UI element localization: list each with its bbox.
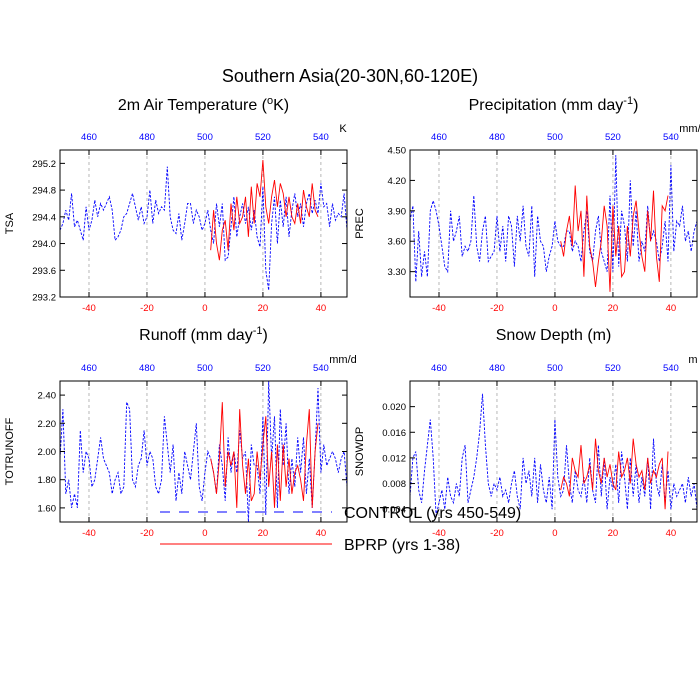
y-tick-label: 294.8 [32,186,56,197]
panel-3: Runoff (mm day-1) mm/d 1.60 1.80 2.00 2.20 2.4… [4,325,357,539]
panel-2: Precipitation (mm day-1) mm/d 3.30 3.60 3.90… [354,95,700,314]
x-tick-label-bottom: -20 [490,528,504,539]
y-axis-label: PREC [354,208,366,239]
plot-frame [59,149,348,298]
y-tick-label: 0.008 [382,479,406,490]
x-tick-label-bottom: 20 [258,303,269,314]
y-tick-label: 293.6 [32,266,56,277]
units-label: mm/d [329,354,357,366]
y-axis-label: TSA [4,212,16,234]
series-bprp-line [560,438,669,510]
x-tick-label-top: 540 [313,132,329,143]
x-tick-label-bottom: 40 [316,528,327,539]
legend-bprp-label: BPRP (yrs 1-38) [344,537,460,554]
x-tick-label-bottom: 40 [316,303,327,314]
series-control-line [59,166,348,291]
x-tick-label-bottom: -40 [432,528,446,539]
legend-control-label: CONTROL (yrs 450-549) [344,505,521,522]
units-label: mm/d [679,123,700,135]
y-tick-label: 3.90 [388,206,407,217]
x-tick-label-top: 520 [605,363,621,374]
x-tick-label-top: 500 [197,132,213,143]
y-tick-label: 3.60 [388,237,407,248]
y-tick-label: 0.012 [382,453,406,464]
x-tick-label-bottom: 0 [552,528,557,539]
series-control-line [409,155,698,282]
y-axis-label: SNOWDP [354,427,366,477]
y-tick-label: 4.50 [388,146,407,157]
x-tick-label-top: 460 [431,363,447,374]
y-tick-label: 294.0 [32,239,56,250]
y-tick-label: 2.20 [38,419,57,430]
y-tick-label: 293.2 [32,293,56,304]
y-tick-label: 0.016 [382,428,406,439]
panel-title: 2m Air Temperature (oK) [118,95,289,114]
figure-title: Southern Asia(20-30N,60-120E) [222,66,478,86]
x-tick-label-bottom: -40 [82,528,96,539]
x-tick-label-top: 540 [663,132,679,143]
x-tick-label-bottom: 20 [608,303,619,314]
x-tick-label-top: 480 [139,363,155,374]
series-control-line [409,393,698,516]
y-tick-label: 0.004 [382,505,406,516]
x-tick-label-bottom: -40 [432,303,446,314]
y-tick-label: 2.40 [38,391,57,402]
y-tick-label: 1.60 [38,503,57,514]
units-label: K [339,123,347,135]
x-tick-label-top: 460 [81,132,97,143]
x-tick-label-top: 500 [547,132,563,143]
x-tick-label-bottom: -20 [490,303,504,314]
series-control-line [59,380,348,523]
panel-title: Precipitation (mm day-1) [469,95,639,114]
series-bprp-line [210,402,319,508]
y-tick-label: 2.00 [38,447,57,458]
y-tick-label: 294.4 [32,212,56,223]
panels: 2m Air Temperature (oK) K 293.2 293.6 294.0 2… [4,95,700,539]
x-tick-label-top: 500 [197,363,213,374]
panel-title: Runoff (mm day-1) [139,325,268,344]
x-tick-label-bottom: 20 [258,528,269,539]
x-tick-label-top: 540 [313,363,329,374]
series-bprp-line [210,159,319,261]
x-tick-label-top: 480 [489,363,505,374]
panel-title: Snow Depth (m) [496,327,612,344]
legend: CONTROL (yrs 450-549) BPRP (yrs 1-38) [160,505,521,554]
x-tick-label-bottom: 0 [552,303,557,314]
x-tick-label-top: 500 [547,363,563,374]
x-tick-label-bottom: 0 [202,303,207,314]
y-tick-label: 1.80 [38,475,57,486]
units-label: m [688,354,697,366]
x-tick-label-top: 460 [431,132,447,143]
y-tick-label: 0.020 [382,402,406,413]
x-tick-label-top: 520 [605,132,621,143]
x-tick-label-bottom: 0 [202,528,207,539]
panel-4: Snow Depth (m) m 0.004 0.008 0.012 0.016 0.020… [354,327,698,539]
y-axis-label: TOTRUNOFF [4,417,16,485]
plot-frame [409,149,698,298]
x-tick-label-bottom: 40 [666,303,677,314]
x-tick-label-bottom: -20 [140,528,154,539]
x-tick-label-top: 520 [255,363,271,374]
y-tick-label: 295.2 [32,159,56,170]
y-tick-label: 4.20 [388,176,407,187]
x-tick-label-top: 520 [255,132,271,143]
x-tick-label-bottom: -40 [82,303,96,314]
x-tick-label-top: 480 [489,132,505,143]
panel-1: 2m Air Temperature (oK) K 293.2 293.6 294.0 2… [4,95,348,314]
x-tick-label-bottom: -20 [140,303,154,314]
plot-frame [409,380,698,523]
x-tick-label-top: 540 [663,363,679,374]
x-tick-label-top: 480 [139,132,155,143]
x-tick-label-bottom: 40 [666,528,677,539]
x-tick-label-top: 460 [81,363,97,374]
y-tick-label: 3.30 [388,267,407,278]
series-bprp-line [560,185,669,292]
x-tick-label-bottom: 20 [608,528,619,539]
